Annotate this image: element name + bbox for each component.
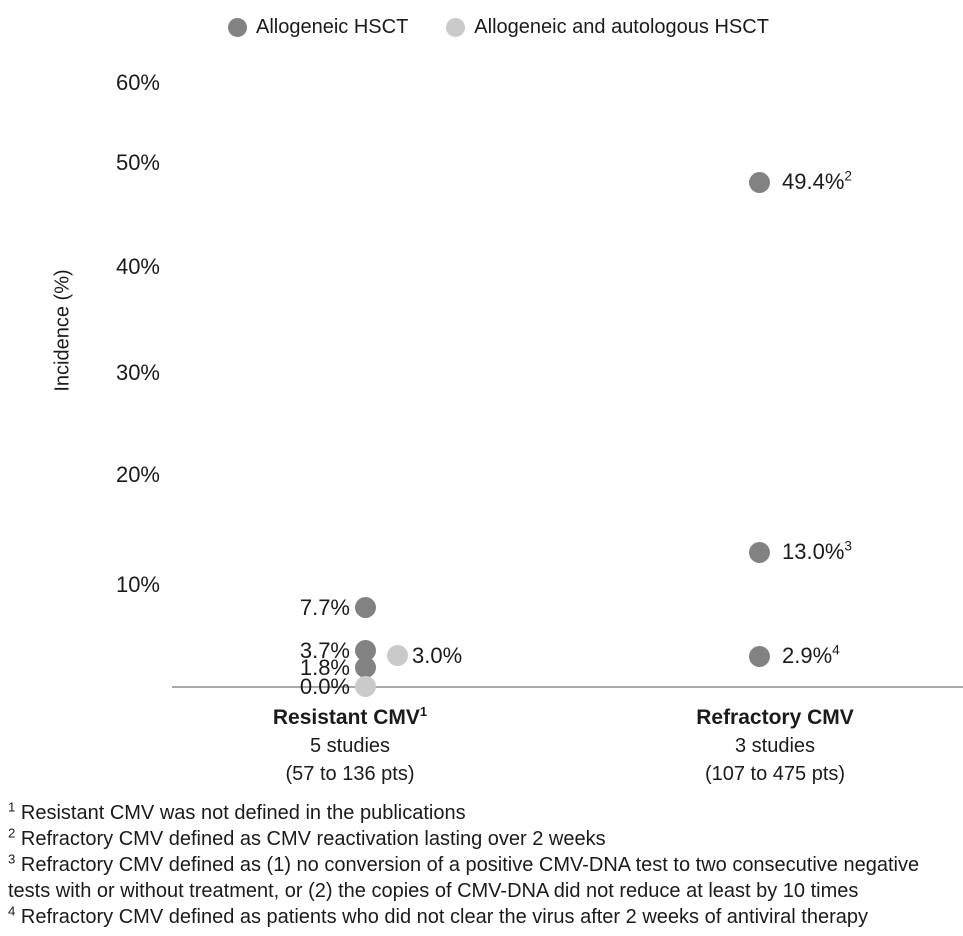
data-point-refractory-2-9	[749, 646, 770, 667]
category-resistant-title: Resistant CMV1	[200, 704, 500, 732]
data-label-2-9: 2.9%4	[782, 642, 840, 668]
data-point-resistant-0-0	[355, 676, 376, 697]
footnote-2-marker: 2	[8, 825, 16, 841]
y-tick-30: 30%	[115, 360, 160, 385]
category-resistant-studies: 5 studies	[309, 735, 391, 757]
y-axis-title: Incidence (%)	[51, 269, 74, 392]
data-label-13-0-value: 13.0%	[782, 539, 845, 564]
y-tick-50: 50%	[115, 150, 160, 175]
legend-item-allogeneic-hsct: Allogeneic HSCT	[228, 16, 408, 39]
data-point-refractory-49-4	[749, 172, 770, 193]
data-label-3-7: 3.7%	[299, 638, 350, 663]
data-label-49-4: 49.4%2	[782, 168, 852, 194]
data-label-13-0-footnote-ref: 3	[844, 538, 852, 554]
category-refractory-title: Refractory CMV	[625, 704, 925, 732]
footnote-4: 4 Refractory CMV defined as patients who…	[8, 904, 956, 930]
y-tick-40: 40%	[115, 254, 160, 279]
category-refractory-studies: 3 studies	[734, 735, 816, 757]
category-resistant-patients: (57 to 136 pts)	[285, 763, 415, 785]
category-refractory-title-text: Refractory CMV	[696, 706, 854, 729]
data-label-49-4-value: 49.4%	[782, 169, 845, 194]
footnote-2-text: Refractory CMV defined as CMV reactivati…	[20, 828, 606, 850]
data-point-refractory-13-0	[749, 542, 770, 563]
category-resistant-footnote-ref: 1	[419, 704, 428, 719]
footnote-3-text: Refractory CMV defined as (1) no convers…	[8, 854, 920, 902]
data-point-resistant-3-7	[355, 640, 376, 661]
data-label-2-9-footnote-ref: 4	[832, 642, 840, 658]
footnote-3: 3 Refractory CMV defined as (1) no conve…	[8, 852, 956, 904]
footnote-4-marker: 4	[8, 903, 16, 919]
legend-label-allogeneic-hsct: Allogeneic HSCT	[256, 16, 409, 38]
footnote-4-text: Refractory CMV defined as patients who d…	[20, 906, 868, 928]
legend-marker-light-circle-icon	[446, 18, 466, 37]
legend-label-allogeneic-autologous-hsct: Allogeneic and autologous HSCT	[474, 16, 769, 38]
data-label-2-9-value: 2.9%	[782, 643, 833, 668]
category-resistant-title-text: Resistant CMV	[272, 706, 420, 729]
data-label-49-4-footnote-ref: 2	[844, 168, 852, 184]
data-label-13-0: 13.0%3	[782, 538, 852, 564]
data-point-resistant-7-7	[355, 597, 376, 618]
category-refractory-patients: (107 to 475 pts)	[704, 763, 846, 785]
y-tick-20: 20%	[115, 462, 160, 487]
footnote-2: 2 Refractory CMV defined as CMV reactiva…	[8, 826, 956, 852]
data-label-7-7: 7.7%	[299, 595, 350, 620]
legend: Allogeneic HSCT Allogeneic and autologou…	[228, 16, 769, 39]
data-label-0-0: 0.0%	[299, 674, 350, 699]
category-refractory-cmv: Refractory CMV 3 studies (107 to 475 pts…	[625, 704, 925, 788]
category-resistant-cmv: Resistant CMV1 5 studies (57 to 136 pts)	[200, 704, 500, 788]
y-tick-10: 10%	[115, 572, 160, 597]
footnote-3-marker: 3	[8, 851, 16, 867]
footnote-1: 1 Resistant CMV was not defined in the p…	[8, 800, 956, 826]
data-label-1-8: 1.8%	[299, 655, 350, 680]
y-tick-60: 60%	[115, 70, 160, 95]
footnote-1-marker: 1	[8, 799, 16, 815]
legend-item-allogeneic-autologous-hsct: Allogeneic and autologous HSCT	[446, 16, 769, 39]
x-axis-line	[172, 686, 963, 688]
footnotes: 1 Resistant CMV was not defined in the p…	[8, 800, 956, 930]
footnote-1-text: Resistant CMV was not defined in the pub…	[20, 802, 466, 824]
data-label-3-0: 3.0%	[412, 643, 463, 668]
legend-marker-dark-circle-icon	[228, 18, 247, 37]
data-point-resistant-1-8	[355, 657, 376, 678]
data-point-resistant-3-0	[387, 645, 408, 666]
